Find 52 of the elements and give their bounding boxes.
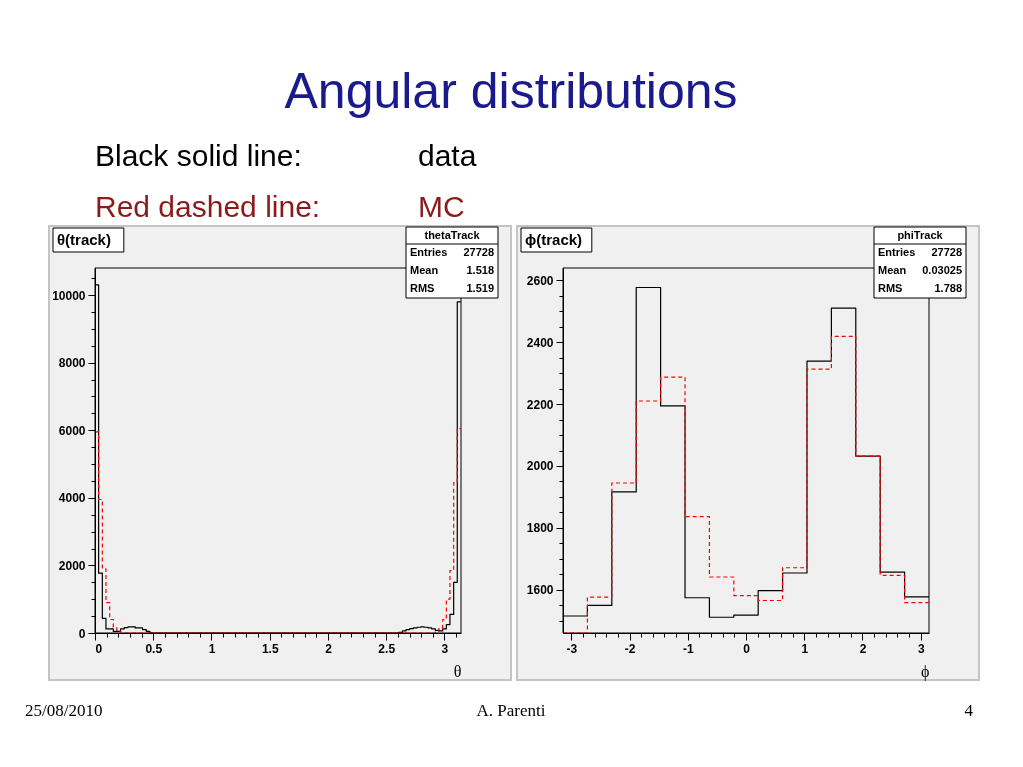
text: Entries xyxy=(410,246,448,258)
x-tick-label: -1 xyxy=(682,641,694,656)
text: 1.518 xyxy=(466,264,494,276)
x-axis-title: ϕ xyxy=(921,662,930,681)
y-tick-label: 1800 xyxy=(526,521,554,536)
x-tick-label: 2 xyxy=(325,641,333,656)
y-tick-label: 2600 xyxy=(526,273,554,288)
y-tick-label: 6000 xyxy=(58,423,86,438)
x-tick-label: 0 xyxy=(743,641,751,656)
x-tick-label: 2 xyxy=(859,641,867,656)
chart-title: θ(track) xyxy=(57,231,111,248)
text: data xyxy=(418,139,477,172)
x-tick-label: 3 xyxy=(441,641,449,656)
x-tick-label: 0 xyxy=(95,641,103,656)
chart-title: ϕ(track) xyxy=(525,231,583,248)
y-tick-label: 0 xyxy=(78,626,86,641)
text: 4 xyxy=(964,701,974,720)
y-tick-label: 1600 xyxy=(526,583,554,598)
annotation: Mean xyxy=(410,264,439,276)
x-tick-label: 1 xyxy=(801,641,809,656)
y-tick-label: 2200 xyxy=(526,397,554,412)
y-tick-label: 2400 xyxy=(526,335,554,350)
y-tick-label: 2000 xyxy=(526,459,554,474)
x-tick-label: 3 xyxy=(917,641,925,656)
text: A. Parenti xyxy=(476,701,546,720)
text: Entries xyxy=(878,246,916,258)
annotation: RMS xyxy=(410,282,435,294)
x-tick-label: -3 xyxy=(566,641,578,656)
y-tick-label: 2000 xyxy=(58,558,86,573)
annotation: 0.03025 xyxy=(922,264,962,276)
text: 25/08/2010 xyxy=(25,701,103,720)
x-tick-label: 1 xyxy=(208,641,216,656)
x-tick-label: 0.5 xyxy=(145,641,163,656)
x-tick-label: 1.5 xyxy=(261,641,279,656)
x-tick-label: -2 xyxy=(624,641,636,656)
text: 27728 xyxy=(931,246,962,258)
annotation: Mean xyxy=(878,264,907,276)
text: MC xyxy=(418,190,465,223)
x-tick-label: 2.5 xyxy=(378,641,396,656)
annotation: RMS xyxy=(878,282,903,294)
x-axis-title: θ xyxy=(453,662,462,680)
text: Angular distributions xyxy=(284,63,738,119)
text: Black solid line: xyxy=(95,139,302,172)
text: Red dashed line: xyxy=(95,190,321,223)
text: phiTrack xyxy=(897,228,944,241)
text: 1.519 xyxy=(466,282,494,294)
text: 27728 xyxy=(463,246,494,258)
y-tick-label: 8000 xyxy=(58,356,86,371)
y-tick-label: 4000 xyxy=(58,491,86,506)
text: 1.788 xyxy=(934,282,962,294)
text: thetaTrack xyxy=(424,228,481,241)
y-tick-label: 10000 xyxy=(52,288,86,303)
